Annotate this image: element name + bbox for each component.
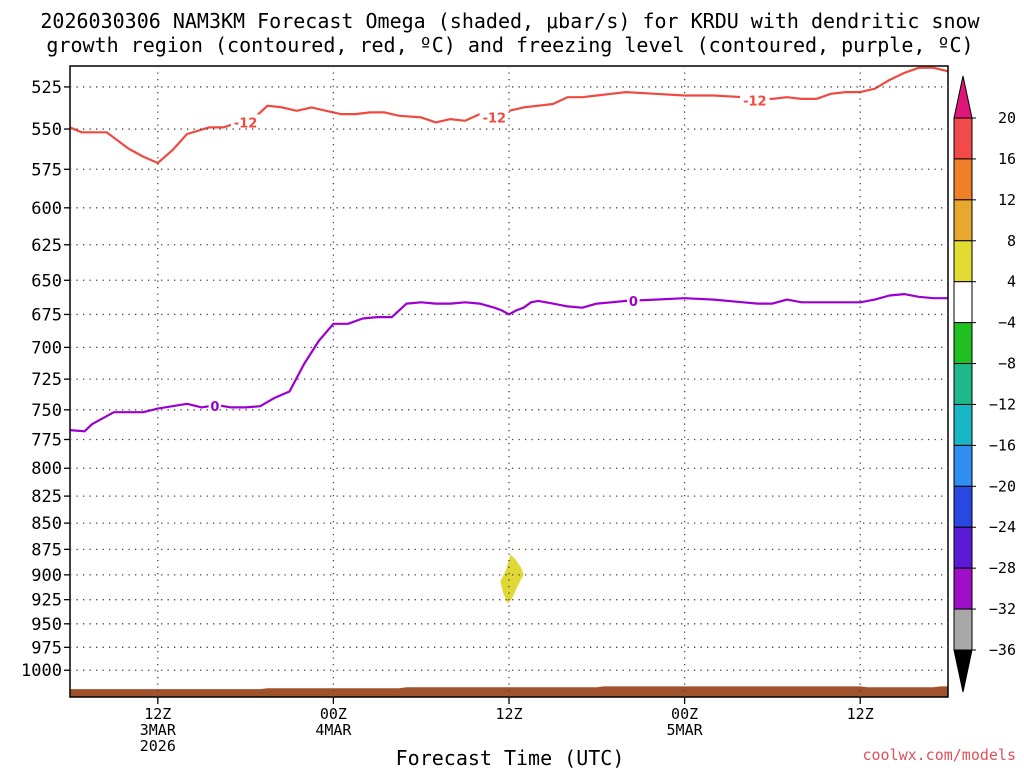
colorbar-tick-label-13: −36	[989, 641, 1016, 659]
x-tick-label-18-0: 00Z	[320, 705, 347, 723]
y-tick-label-725: 725	[31, 370, 62, 390]
y-tick-label-850: 850	[31, 514, 62, 534]
plot-inner: -12 -12 -12 0 0	[70, 66, 948, 697]
colorbar-segment-11	[953, 567, 973, 610]
omega-shaded-region-0	[500, 554, 524, 604]
colorbar-segment-1	[953, 158, 973, 201]
colorbar-tick-label-1: 16	[998, 150, 1016, 168]
freezing-level-contour-label-0: 0	[210, 400, 219, 415]
dgz-contour-label-0: -12	[234, 116, 258, 131]
dgz-contour-label-bg-1	[479, 109, 510, 125]
x-tick-label-42-0: 00Z	[671, 705, 698, 723]
y-tick-label-950: 950	[31, 615, 62, 635]
x-axis-label: Forecast Time (UTC)	[396, 746, 625, 768]
x-tick-label-30-0: 12Z	[495, 705, 522, 723]
y-tick-label-575: 575	[31, 160, 62, 180]
colorbar-segment-6	[953, 363, 973, 405]
y-tick-label-675: 675	[31, 305, 62, 325]
freezing-level-contour-label-bg-0	[208, 398, 222, 414]
colorbar-tick-label-12: −32	[989, 600, 1016, 618]
site-credit-link[interactable]: coolwx.com/models	[862, 746, 1016, 764]
y-tick-label-625: 625	[31, 236, 62, 256]
x-tick-label-6-1: 3MAR	[140, 721, 177, 739]
y-tick-label-650: 650	[31, 271, 62, 291]
colorbar-tick-label-6: −8	[998, 355, 1016, 373]
colorbar-segment-7	[953, 403, 973, 446]
colorbar: 20 16 12 8 4 −4 −8 −12 −16 −20 −24 −28 −32 −36	[953, 75, 1016, 693]
colorbar-tick-label-10: −24	[989, 518, 1016, 536]
colorbar-under-triangle	[953, 649, 973, 693]
terrain-surface	[70, 686, 948, 697]
colorbar-tick-label-7: −12	[989, 395, 1016, 413]
colorbar-tick-label-9: −20	[989, 477, 1016, 495]
y-tick-label-1000: 1000	[21, 661, 62, 681]
chart-title-line-2: growth region (contoured, red, ºC) and f…	[46, 33, 973, 57]
colorbar-segment-4	[953, 281, 973, 324]
colorbar-segment-2	[953, 199, 973, 242]
freezing-level-contour-label-1: 0	[629, 295, 638, 310]
y-tick-label-875: 875	[31, 540, 62, 560]
y-tick-label-700: 700	[31, 338, 62, 358]
colorbar-tick-label-3: 8	[1007, 232, 1016, 250]
colorbar-segment-8	[953, 444, 973, 487]
dgz-contour-label-bg-2	[740, 92, 770, 108]
plot-frame	[69, 65, 949, 698]
colorbar-segment-3	[953, 240, 973, 283]
x-tick-label-6-2: 2026	[140, 737, 176, 755]
y-tick-label-900: 900	[31, 566, 62, 586]
colorbar-over-triangle	[953, 75, 973, 119]
dgz-contour-label-2: -12	[743, 95, 767, 110]
colorbar-tick-label-11: −28	[989, 559, 1016, 577]
colorbar-segment-5	[953, 322, 973, 365]
dgz-contour-label-1: -12	[483, 111, 507, 126]
y-tick-label-925: 925	[31, 591, 62, 611]
grid-lines	[70, 66, 948, 697]
colorbar-tick-label-8: −16	[989, 436, 1016, 454]
dgz-contour-label-bg-0	[230, 114, 261, 130]
y-tick-label-550: 550	[31, 120, 62, 140]
colorbar-tick-label-0: 20	[998, 109, 1016, 127]
y-tick-label-775: 775	[31, 430, 62, 450]
y-tick-label-600: 600	[31, 199, 62, 219]
x-tick-label-6-0: 12Z	[144, 705, 171, 723]
plot-area: -12 -12 -12 0 0	[69, 65, 949, 698]
x-tick-label-54-0: 12Z	[847, 705, 874, 723]
freezing-level-contour-label-bg-1	[627, 292, 640, 308]
y-tick-label-525: 525	[31, 78, 62, 98]
y-tick-label-750: 750	[31, 401, 62, 421]
x-tick-label-18-1: 4MAR	[315, 721, 352, 739]
colorbar-tick-label-4: 4	[1007, 273, 1016, 291]
colorbar-segment-9	[953, 485, 973, 528]
y-axis-ticks: 525 550 575 600 625 650 675 700 725 750 775 800 825 8…	[21, 78, 70, 681]
y-tick-label-825: 825	[31, 487, 62, 507]
x-tick-label-42-1: 5MAR	[667, 721, 704, 739]
y-tick-label-975: 975	[31, 638, 62, 658]
colorbar-tick-label-5: −4	[998, 314, 1016, 332]
colorbar-tick-label-2: 12	[998, 191, 1016, 209]
y-tick-label-800: 800	[31, 459, 62, 479]
chart-title-line-1: 2026030306 NAM3KM Forecast Omega (shaded…	[40, 9, 980, 33]
colorbar-segment-12	[953, 608, 973, 651]
colorbar-segment-0	[953, 117, 973, 160]
colorbar-segment-10	[953, 526, 973, 569]
